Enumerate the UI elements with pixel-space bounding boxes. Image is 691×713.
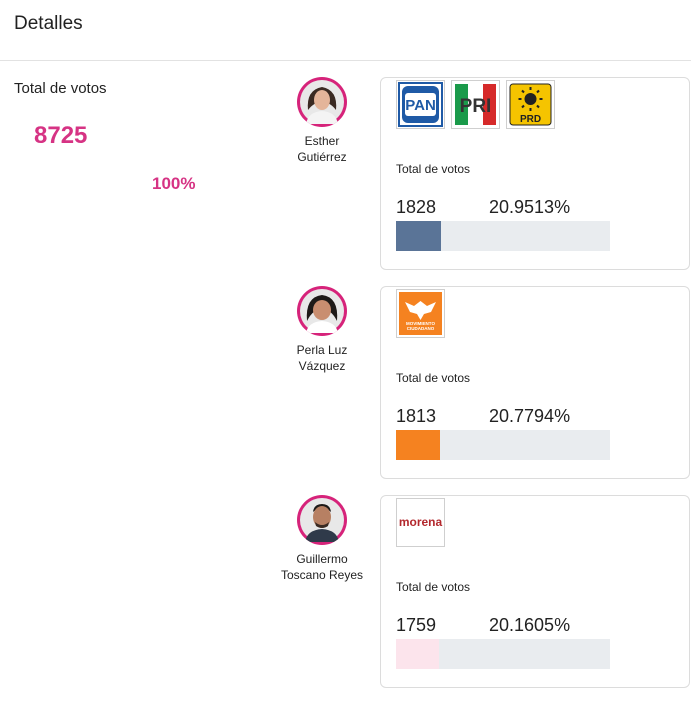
candidate-name: Perla Luz Vázquez: [270, 342, 374, 374]
votes-count: 1759: [396, 615, 437, 635]
party-logos: MOVIMIENTO CIUDADANO: [396, 289, 445, 339]
candidate-name-line2: Gutiérrez: [297, 150, 347, 164]
candidate-result-card: PAN PRI: [380, 77, 690, 270]
votes-label: Total de votos: [396, 580, 471, 594]
candidate-esther-gutierrez: Esther Gutiérrez PAN PRI: [270, 77, 690, 272]
party-logos: morena: [396, 498, 445, 548]
candidate-perla-luz-vazquez: Perla Luz Vázquez MOVIMIENTO CIUDADANO T…: [270, 286, 690, 481]
progress-bar-fill: [396, 221, 441, 251]
party-logos: PAN PRI: [396, 80, 555, 130]
pri-logo-text: PRI: [460, 96, 492, 117]
page-title: Detalles: [14, 13, 83, 34]
avatar: [297, 286, 347, 336]
prd-logo-text: PRD: [520, 114, 541, 125]
pan-logo-icon: PAN: [396, 80, 445, 129]
candidate-result-card: MOVIMIENTO CIUDADANO Total de votos 1813…: [380, 286, 690, 479]
candidate-guillermo-toscano-reyes: Guillermo Toscano Reyes morena Total de …: [270, 495, 690, 690]
votes-percent: 20.9513%: [489, 197, 571, 217]
mc-logo-text: MOVIMIENTO CIUDADANO: [406, 321, 435, 331]
avatar: [297, 77, 347, 127]
candidate-photo-icon: [300, 498, 344, 542]
candidate-name: Guillermo Toscano Reyes: [270, 551, 374, 583]
total-votes-label: Total de votos: [14, 80, 107, 97]
total-votes-value: 8725: [34, 122, 88, 149]
candidate-photo-icon: [300, 80, 344, 124]
candidate-name-line2: Vázquez: [298, 359, 346, 373]
progress-bar-fill: [396, 639, 440, 669]
morena-logo-text: morena: [399, 515, 443, 529]
pri-logo-icon: PRI: [451, 80, 500, 129]
progress-bar: [396, 221, 610, 251]
candidate-name-line2: Toscano Reyes: [280, 568, 364, 582]
avatar: [297, 495, 347, 545]
votes-label: Total de votos: [396, 162, 471, 176]
progress-bar-fill: [396, 430, 441, 460]
candidate-profile: Guillermo Toscano Reyes: [270, 495, 374, 583]
candidate-name: Esther Gutiérrez: [270, 133, 374, 165]
progress-bar: [396, 639, 610, 669]
movimiento-ciudadano-logo-icon: MOVIMIENTO CIUDADANO: [396, 289, 445, 338]
total-votes-percent: 100%: [152, 174, 196, 193]
candidate-profile: Perla Luz Vázquez: [270, 286, 374, 374]
votes-count: 1828: [396, 197, 437, 217]
candidate-name-line1: Guillermo: [296, 552, 348, 566]
votes-count: 1813: [396, 406, 437, 426]
morena-logo-icon: morena: [396, 498, 445, 547]
candidate-photo-icon: [300, 289, 344, 333]
pan-logo-text: PAN: [405, 97, 436, 114]
candidate-name-line1: Esther: [304, 134, 340, 148]
votes-percent: 20.1605%: [489, 615, 571, 635]
candidate-profile: Esther Gutiérrez: [270, 77, 374, 165]
details-header: Detalles: [0, 0, 691, 61]
candidate-result-card: morena Total de votos 1759 20.1605%: [380, 495, 690, 688]
candidate-name-line1: Perla Luz: [296, 343, 348, 357]
prd-logo-icon: PRD: [506, 80, 555, 129]
progress-bar: [396, 430, 610, 460]
votes-percent: 20.7794%: [489, 406, 571, 426]
votes-label: Total de votos: [396, 371, 471, 385]
